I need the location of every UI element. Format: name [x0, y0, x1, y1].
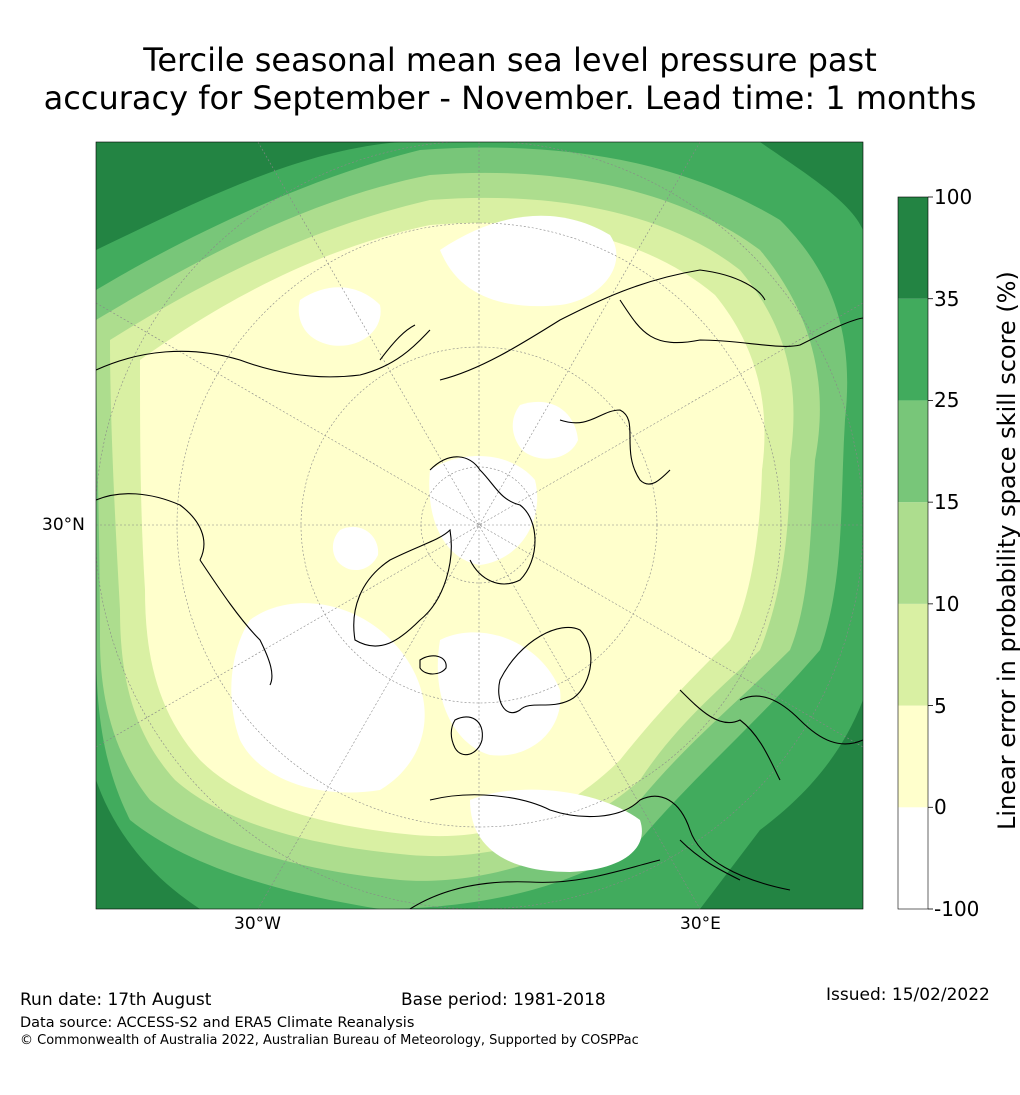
colorbar-tick-label: 0: [934, 795, 947, 820]
lat-label-30n: 30°N: [42, 515, 85, 535]
field-patch-below-0: [512, 401, 578, 459]
colorbar: [897, 196, 933, 910]
colorbar-tick-label: 15: [934, 490, 960, 515]
lon-label-30w: 30°W: [234, 914, 281, 934]
coastline-alaska-west: [96, 493, 205, 561]
coastline-north-africa: [409, 859, 661, 909]
copyright-notice: © Commonwealth of Australia 2022, Austra…: [20, 1033, 639, 1048]
coastline-asia-north: [96, 329, 431, 378]
lon-label-30e: 30°E: [680, 914, 721, 934]
colorbar-tick-label: 100: [934, 185, 973, 209]
colorbar-bin-1: [898, 705, 928, 808]
coastline-north-america-east: [619, 299, 863, 347]
field-patch-below-0: [440, 215, 617, 307]
map-frame: [95, 141, 864, 910]
coastline-middle-east: [679, 689, 781, 781]
coastline-red-sea: [679, 839, 741, 881]
colorbar-tick-label: 5: [934, 693, 947, 718]
field-patch-below-0: [298, 287, 381, 346]
colorbar-tick-label: 10: [934, 591, 960, 616]
field-patch-below-0: [332, 526, 379, 571]
coastline-arctic-canada: [439, 269, 766, 381]
colorbar-bin-6: [898, 197, 928, 299]
colorbar-tick-label: 25: [934, 388, 960, 413]
colorbar-bin-4: [898, 400, 928, 503]
map-field: [96, 142, 863, 909]
coastline-hudson: [559, 409, 671, 485]
colorbar-tick-label: 35: [934, 286, 960, 311]
run-date: Run date: 17th August: [20, 990, 212, 1010]
colorbar-bin-3: [898, 502, 928, 604]
coastlines: [96, 269, 863, 909]
colorbar-bin-2: [898, 603, 928, 706]
colorbar-bin-0: [898, 807, 928, 909]
field-patch-below-0: [429, 456, 538, 565]
map-title-line2: accuracy for September - November. Lead …: [43, 79, 977, 117]
data-source: Data source: ACCESS-S2 and ERA5 Climate …: [20, 1015, 415, 1031]
field-patch-below-0: [231, 603, 425, 793]
colorbar-tick-label: -100: [934, 897, 980, 921]
coastline-asia-east: [739, 695, 863, 745]
coastline-scandinavia: [498, 626, 592, 713]
coastline-pacific-nw: [199, 559, 273, 686]
map-title-line1: Tercile seasonal mean sea level pressure…: [143, 41, 877, 79]
colorbar-frame: [897, 196, 929, 910]
coastline-british-isles: [450, 716, 483, 756]
graticule: [96, 142, 863, 909]
colorbar-label: Linear error in probability space skill …: [993, 271, 1020, 830]
colorbar-bin-5: [898, 298, 928, 401]
coastline-greenland: [353, 528, 452, 647]
coastline-kamchatka: [379, 324, 416, 361]
coastline-iceland: [419, 655, 447, 675]
issued-date: Issued: 15/02/2022: [826, 985, 990, 1005]
coastline-europe-south: [429, 794, 791, 891]
coastline-svalbard-arc: [429, 456, 536, 585]
base-period: Base period: 1981-2018: [401, 990, 606, 1010]
field-patch-below-0: [470, 789, 642, 872]
